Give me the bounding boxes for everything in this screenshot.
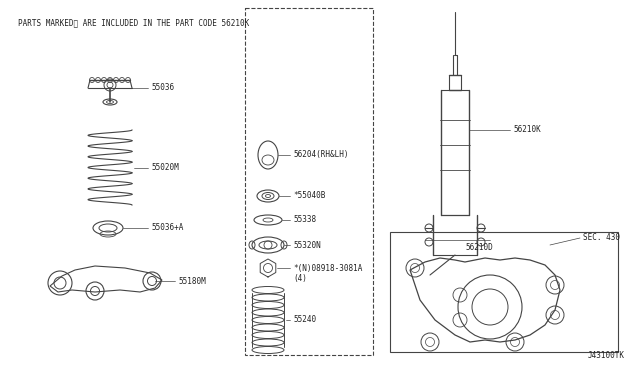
Bar	[245, 8, 373, 355]
Text: 55338: 55338	[293, 215, 316, 224]
Text: 55036+A: 55036+A	[151, 224, 184, 232]
Text: (4): (4)	[293, 273, 307, 282]
Bar	[390, 232, 618, 352]
Text: 55180M: 55180M	[178, 276, 205, 285]
Text: 55020M: 55020M	[151, 163, 179, 172]
Text: 55320N: 55320N	[293, 241, 321, 250]
Text: J43100TK: J43100TK	[588, 351, 625, 360]
Text: 56204(RH&LH): 56204(RH&LH)	[293, 151, 349, 160]
Text: 56210K: 56210K	[513, 125, 541, 135]
Text: *55040B: *55040B	[293, 192, 325, 201]
Text: *(N)08918-3081A: *(N)08918-3081A	[293, 263, 362, 273]
Text: PARTS MARKED※ ARE INCLUDED IN THE PART CODE 56210K: PARTS MARKED※ ARE INCLUDED IN THE PART C…	[18, 18, 249, 27]
Text: 55240: 55240	[293, 315, 316, 324]
Text: SEC. 430: SEC. 430	[583, 234, 620, 243]
Text: 56210D: 56210D	[465, 244, 493, 253]
Text: 55036: 55036	[151, 83, 174, 93]
